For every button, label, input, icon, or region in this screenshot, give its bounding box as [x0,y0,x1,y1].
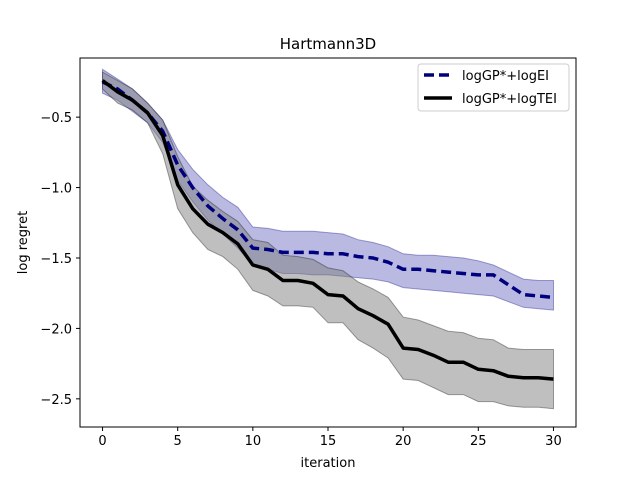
y-tick-label: −2.0 [40,322,72,337]
x-axis-label: iteration [301,456,356,471]
y-tick-label: −1.5 [40,252,72,267]
x-tick-label: 30 [545,434,562,449]
series-line-1 [101,79,554,381]
series-lines [101,79,554,381]
y-axis-label: log regret [16,211,31,274]
legend-box [417,63,570,112]
x-tick-label: 10 [245,434,262,449]
chart-title: Hartmann3D [280,35,376,53]
series-line-0 [101,80,554,300]
legend-label-loggp-logei: logGP*+logEI [462,69,549,84]
x-tick-label: 5 [174,434,182,449]
legend-label-loggp-logtei: logGP*+logTEI [462,92,557,107]
x-tick-label: 0 [98,434,106,449]
y-tick-label: −1.0 [40,182,72,197]
x-axis: 0 5 10 15 20 25 30 [98,427,562,449]
x-tick-label: 20 [395,434,412,449]
x-tick-label: 15 [320,434,337,449]
y-axis: −0.5 −1.0 −1.5 −2.0 −2.5 [40,111,80,408]
legend: logGP*+logEI logGP*+logTEI [417,63,570,112]
y-tick-label: −0.5 [40,111,72,126]
x-tick-label: 25 [470,434,487,449]
y-tick-label: −2.5 [40,393,72,408]
